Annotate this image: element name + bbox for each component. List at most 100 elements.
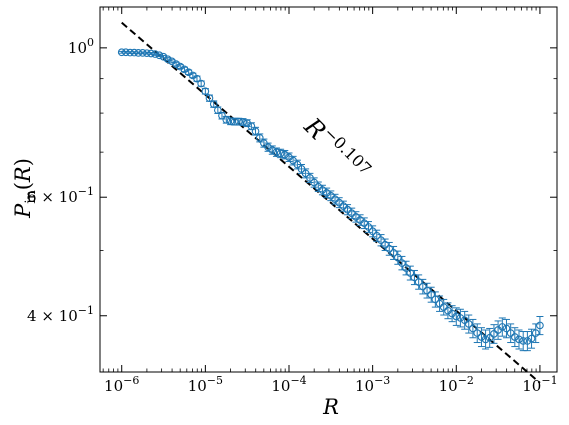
- data-marker: [523, 337, 532, 345]
- data-marker: [473, 329, 482, 337]
- data-marker: [276, 149, 285, 158]
- data-point: [456, 308, 465, 328]
- data-point: [377, 234, 385, 247]
- data-marker: [255, 134, 264, 142]
- data-marker: [143, 49, 151, 58]
- data-marker: [159, 52, 168, 61]
- data-marker: [377, 236, 385, 245]
- x-tick-label: 10−6: [104, 374, 139, 395]
- data-point: [527, 328, 536, 349]
- x-tick-label: 10−3: [355, 374, 390, 395]
- data-point: [356, 214, 364, 226]
- data-point: [536, 315, 544, 336]
- data-point: [389, 245, 398, 260]
- data-marker: [531, 329, 540, 337]
- data-point: [510, 327, 519, 348]
- data-marker: [218, 111, 226, 120]
- data-marker: [213, 106, 222, 115]
- data-marker: [385, 244, 394, 253]
- data-point: [515, 329, 523, 350]
- data-marker: [481, 335, 490, 344]
- y-axis-label: Pin(R): [11, 158, 39, 219]
- data-point: [301, 168, 310, 179]
- data-point: [197, 79, 206, 88]
- data-marker: [130, 48, 139, 57]
- data-point: [218, 111, 226, 120]
- data-marker: [502, 324, 511, 333]
- data-marker: [485, 333, 494, 342]
- data-marker: [452, 312, 461, 321]
- data-point: [490, 324, 498, 344]
- minor-ticks: [100, 7, 557, 372]
- data-marker: [121, 48, 130, 57]
- data-marker: [193, 74, 201, 83]
- data-point: [469, 318, 477, 339]
- data-marker: [402, 264, 410, 272]
- data-point: [293, 159, 302, 170]
- data-marker: [398, 259, 406, 267]
- x-tick-label: 10−2: [439, 374, 474, 395]
- data-point: [163, 55, 172, 64]
- data-point: [393, 250, 402, 265]
- data-marker: [418, 282, 427, 291]
- data-point: [423, 282, 431, 299]
- data-marker: [389, 249, 398, 257]
- data-point: [364, 221, 373, 233]
- data-point: [276, 148, 285, 159]
- fit-line-layer: [121, 21, 541, 384]
- data-point: [402, 260, 410, 276]
- data-marker: [251, 127, 260, 136]
- data-marker: [393, 253, 402, 262]
- data-marker: [280, 150, 289, 159]
- data-marker: [268, 146, 277, 154]
- tick-labels: 10−6 10−5 10−4 10−3 10−2 10−1 100 6 × 10−1 4 × 1…: [27, 36, 558, 395]
- data-marker: [239, 118, 247, 126]
- data-point: [322, 187, 331, 199]
- data-marker: [138, 49, 147, 57]
- data-marker: [381, 240, 389, 249]
- data-marker: [272, 148, 281, 156]
- major-ticks: [100, 7, 557, 372]
- data-marker: [536, 321, 544, 330]
- data-marker: [201, 87, 210, 96]
- data-point: [213, 106, 222, 115]
- data-marker: [372, 231, 381, 240]
- y-tick-label: 100: [68, 36, 94, 57]
- x-tick-label: 10−4: [271, 374, 306, 395]
- data-marker: [498, 323, 507, 331]
- data-point: [427, 286, 436, 303]
- data-marker: [134, 49, 143, 57]
- data-point: [431, 291, 440, 308]
- data-point: [381, 238, 389, 252]
- data-point: [372, 229, 381, 242]
- data-marker: [456, 314, 465, 322]
- data-marker: [209, 100, 218, 108]
- data-point: [502, 318, 511, 339]
- data-point: [452, 307, 461, 326]
- data-marker: [410, 273, 419, 282]
- data-marker: [126, 48, 134, 57]
- data-point: [172, 60, 180, 68]
- data-marker: [406, 269, 415, 277]
- data-marker: [423, 286, 431, 295]
- x-tick-label: 10−5: [188, 374, 223, 395]
- data-point: [481, 329, 490, 350]
- data-marker: [147, 49, 155, 58]
- data-marker: [490, 329, 498, 338]
- data-point: [498, 317, 507, 337]
- data-marker: [234, 117, 243, 126]
- data-point: [473, 323, 482, 344]
- x-axis-label: R: [322, 395, 339, 419]
- data-point: [398, 255, 406, 271]
- data-marker: [163, 55, 172, 64]
- data-point: [335, 197, 344, 209]
- data-point: [368, 225, 377, 238]
- data-marker: [414, 278, 423, 286]
- y-tick-label: 6 × 10−1: [27, 185, 94, 206]
- data-marker: [515, 335, 523, 344]
- data-point: [360, 217, 369, 230]
- data-point: [506, 323, 515, 344]
- data-marker: [506, 329, 515, 337]
- data-marker: [364, 223, 373, 231]
